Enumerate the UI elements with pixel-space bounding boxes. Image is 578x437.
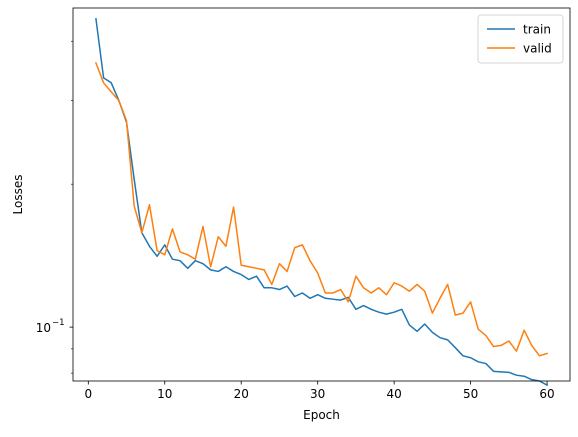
legend-label-valid: valid: [523, 42, 552, 56]
y-tick-label-exponent: −1: [52, 318, 65, 328]
legend-label-train: train: [523, 23, 551, 37]
x-tick-label: 40: [386, 387, 401, 401]
x-tick-label: 50: [463, 387, 478, 401]
axes-frame: [72, 7, 571, 382]
series-line-train: [95, 17, 549, 387]
series-line-valid: [94, 62, 548, 357]
x-tick-label: 20: [234, 387, 249, 401]
y-axis-label: Losses: [11, 175, 25, 215]
x-tick-label: 60: [539, 387, 554, 401]
legend: train valid: [477, 14, 564, 64]
x-tick-label: 30: [310, 387, 325, 401]
y-tick-label-base: 10: [36, 321, 51, 335]
x-tick-label: 0: [84, 387, 92, 401]
legend-frame: [477, 14, 564, 64]
y-tick-label: 10 −1: [36, 318, 65, 335]
x-axis-label: Epoch: [303, 408, 340, 422]
x-axis-ticks: 0 10 20 30 40 50 60: [84, 381, 555, 401]
x-tick-label: 10: [157, 387, 172, 401]
series-layer: [94, 17, 549, 387]
y-axis-ticks: 10 −1: [36, 40, 73, 374]
